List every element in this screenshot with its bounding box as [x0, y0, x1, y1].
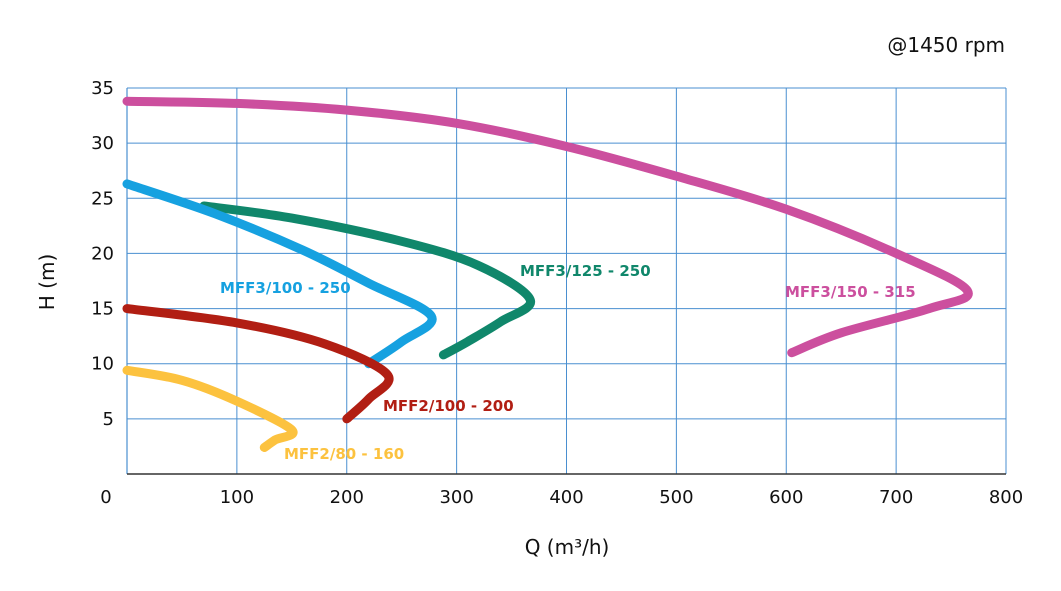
- rpm-annotation: @1450 rpm: [887, 33, 1005, 57]
- y-tick-label-35: 35: [91, 78, 114, 99]
- y-tick-labels: 5 10 15 20 25 30 35: [91, 78, 114, 430]
- x-tick-label-300: 300: [439, 487, 473, 508]
- y-tick-label-25: 25: [91, 188, 114, 209]
- y-tick-label-5: 5: [103, 409, 114, 430]
- y-tick-label-15: 15: [91, 299, 114, 320]
- x-tick-label-100: 100: [220, 487, 254, 508]
- x-tick-label-600: 600: [769, 487, 803, 508]
- x-tick-label-0: 0: [100, 487, 111, 508]
- x-tick-label-500: 500: [659, 487, 693, 508]
- y-tick-label-20: 20: [91, 243, 114, 264]
- series-line-mff3-125-250: [199, 201, 535, 360]
- series-label-mff3-100-250: MFF3/100 - 250: [220, 279, 351, 297]
- x-tick-label-800: 800: [989, 487, 1023, 508]
- x-tick-label-200: 200: [330, 487, 364, 508]
- y-tick-label-10: 10: [91, 354, 114, 375]
- axes: [126, 88, 1006, 475]
- series-line-mff3-150-315: [122, 96, 973, 358]
- y-tick-label-30: 30: [91, 133, 114, 154]
- y-axis-title: H (m): [35, 254, 59, 310]
- x-tick-label-700: 700: [879, 487, 913, 508]
- x-axis-title: Q (m³/h): [525, 535, 610, 559]
- series-label-mff3-125-250: MFF3/125 - 250: [520, 262, 651, 280]
- series-line-mff3-100-250: [122, 179, 437, 369]
- series-label-mff2-100-200: MFF2/100 - 200: [383, 397, 514, 415]
- series-label-mff2-80-160: MFF2/80 - 160: [284, 445, 404, 463]
- series-line-mff2-100-200: [122, 304, 394, 424]
- series-line-mff2-80-160: [122, 365, 298, 452]
- series-labels: MFF3/150 - 315 MFF3/125 - 250 MFF3/100 - 2…: [220, 262, 916, 463]
- x-tick-label-400: 400: [549, 487, 583, 508]
- x-tick-labels: 0 100 200 300 400 500 600 700 800: [100, 487, 1023, 508]
- series-label-mff3-150-315: MFF3/150 - 315: [785, 283, 916, 301]
- series-lines: [122, 96, 973, 452]
